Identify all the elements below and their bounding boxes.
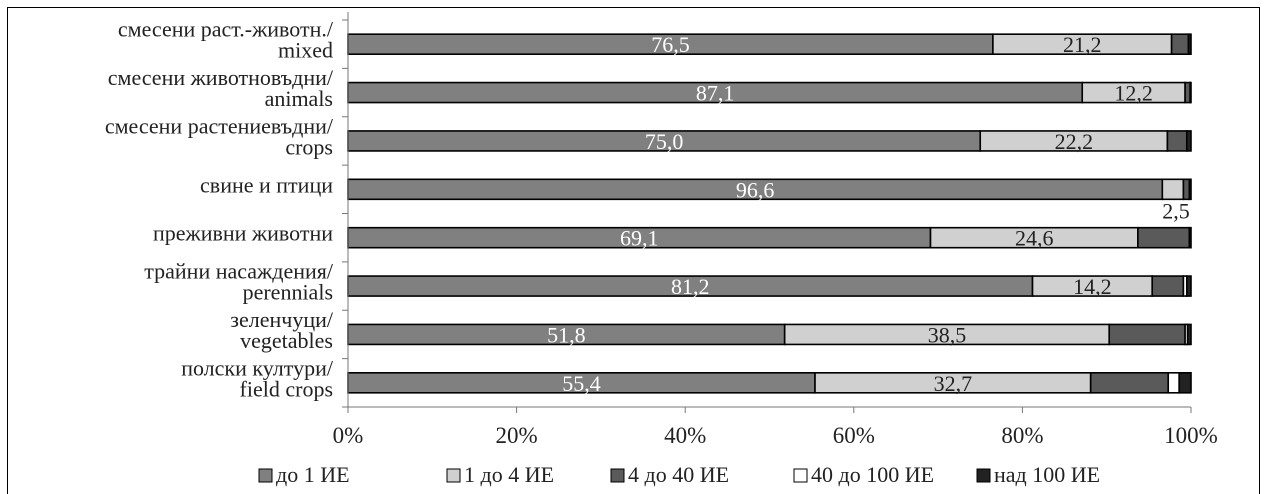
category-label: трайни насаждения/	[144, 259, 334, 284]
bar-segment	[1151, 275, 1185, 297]
bar-segment	[1137, 226, 1191, 249]
category-label: perennials	[243, 280, 333, 305]
category-label: зеленчуци/	[230, 307, 334, 332]
x-tick-label: 60%	[833, 423, 875, 448]
bar-segment	[1188, 226, 1192, 249]
legend-label: 1 до 4 ИЕ	[464, 462, 554, 487]
bar-segment	[1166, 130, 1188, 152]
data-label: 69,1	[620, 226, 659, 251]
category-label: vegetables	[240, 328, 333, 353]
legend-label: над 100 ИЕ	[994, 462, 1100, 487]
x-tick-label: 100%	[1164, 423, 1218, 448]
data-label: 2,5	[1162, 198, 1190, 223]
bar-segment	[1185, 275, 1192, 297]
bar-segment	[1167, 372, 1180, 394]
x-tick-label: 0%	[333, 423, 364, 448]
category-label: полски култури/	[181, 355, 334, 380]
bar-segment	[1161, 178, 1185, 201]
legend-swatch	[793, 468, 808, 483]
bar-segment	[1187, 33, 1192, 55]
bar-segment	[1170, 33, 1190, 55]
x-tick-label: 20%	[496, 423, 538, 448]
legend-swatch	[446, 468, 461, 483]
data-label: 87,1	[696, 81, 735, 106]
bar-segment	[1178, 372, 1192, 394]
bar-segment	[1185, 130, 1192, 152]
bar-segment	[1089, 372, 1170, 394]
x-tick-label: 80%	[1001, 423, 1043, 448]
category-label: преживни животни	[153, 221, 333, 246]
data-label: 81,2	[671, 274, 710, 299]
data-label: 12,2	[1114, 81, 1153, 106]
category-label: animals	[265, 86, 333, 111]
data-label: 96,6	[736, 177, 775, 202]
category-label: смесени растениевъдни/	[105, 113, 334, 138]
legend-label: 4 до 40 ИЕ	[628, 462, 729, 487]
data-label: 38,5	[928, 322, 967, 347]
data-label: 51,8	[547, 322, 586, 347]
bar-segment	[1188, 178, 1192, 201]
legend-swatch	[610, 468, 625, 483]
data-label: 21,2	[1063, 32, 1102, 57]
category-label: crops	[285, 134, 333, 159]
bar-segment	[1108, 323, 1186, 346]
legend-swatch	[976, 468, 991, 483]
data-label: 22,2	[1055, 129, 1094, 154]
category-label: смесени раст.-животн./	[118, 17, 334, 42]
x-tick-label: 40%	[664, 423, 706, 448]
data-label: 32,7	[934, 371, 973, 396]
legend-label: до 1 ИЕ	[276, 462, 350, 487]
data-label: 55,4	[562, 371, 601, 396]
data-label: 76,5	[651, 32, 690, 57]
data-label: 75,0	[645, 129, 684, 154]
category-label: mixed	[278, 38, 333, 63]
category-label: свине и птици	[200, 172, 333, 197]
legend-swatch	[258, 468, 273, 483]
bar-segment	[1186, 323, 1192, 346]
bar-segment	[1189, 81, 1192, 104]
bar-segment	[1182, 178, 1191, 201]
category-label: field crops	[240, 376, 333, 401]
data-label: 24,6	[1015, 226, 1054, 251]
legend-label: 40 до 100 ИЕ	[811, 462, 934, 487]
category-label: смесени животновъдни/	[108, 65, 334, 90]
data-label: 14,2	[1073, 274, 1112, 299]
